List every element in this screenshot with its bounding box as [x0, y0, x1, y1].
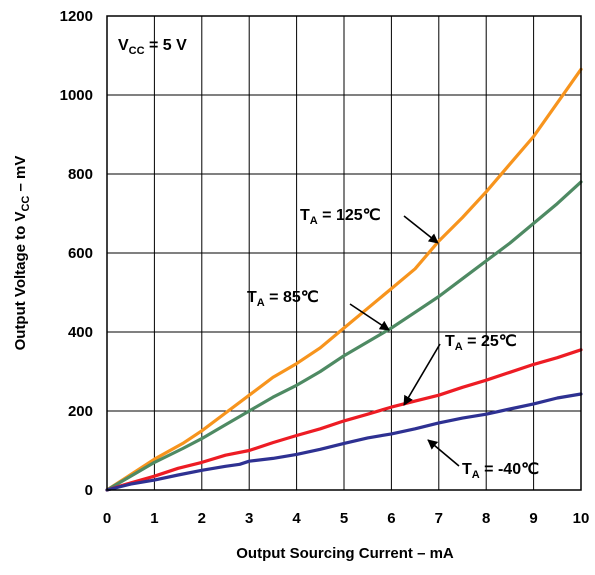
x-tick-label: 9 [529, 510, 537, 527]
y-tick-label: 200 [68, 403, 93, 420]
series-label-85c: TA = 85℃ [247, 289, 319, 309]
y-tick-label: 800 [68, 166, 93, 183]
y-axis-title: Output Voltage to VCC – mV [12, 156, 32, 351]
series-line-minus40c [105, 392, 583, 492]
grid [106, 15, 582, 491]
x-tick-label: 6 [387, 510, 395, 527]
x-tick-label: 5 [340, 510, 348, 527]
series-line-125c [105, 67, 583, 492]
x-tick-label: 10 [573, 510, 590, 527]
label-pointers [349, 215, 460, 467]
x-tick-label: 8 [482, 510, 490, 527]
series-label-125c: TA = 125℃ [300, 207, 381, 227]
arrow-25c [403, 343, 441, 406]
y-tick-label: 400 [68, 324, 93, 341]
condition-label: VCC = 5 V [118, 37, 187, 57]
y-tick-label: 1200 [60, 8, 93, 25]
plot-frame [106, 15, 582, 491]
x-tick-label: 1 [150, 510, 158, 527]
x-tick-label: 2 [198, 510, 206, 527]
x-tick-label: 3 [245, 510, 253, 527]
x-tick-label: 0 [103, 510, 111, 527]
arrow-minus40c [427, 439, 460, 467]
x-tick-label: 4 [292, 510, 301, 527]
series-lines [105, 67, 583, 492]
series-label-25c: TA = 25℃ [445, 333, 517, 353]
series-line-25c [105, 348, 583, 492]
arrow-85c [349, 303, 390, 331]
y-tick-label: 0 [85, 482, 93, 499]
x-tick-label: 7 [435, 510, 443, 527]
x-axis-title: Output Sourcing Current – mA [236, 545, 454, 562]
y-tick-labels: 0 200 400 600 800 1000 1200 [60, 8, 93, 499]
x-tick-labels: 0 1 2 3 4 5 6 7 8 9 10 [103, 510, 590, 527]
y-tick-label: 1000 [60, 87, 93, 104]
y-tick-label: 600 [68, 245, 93, 262]
arrow-125c [403, 215, 439, 244]
series-label-minus40c: TA = -40℃ [462, 461, 539, 481]
series-line-85c [105, 180, 583, 492]
